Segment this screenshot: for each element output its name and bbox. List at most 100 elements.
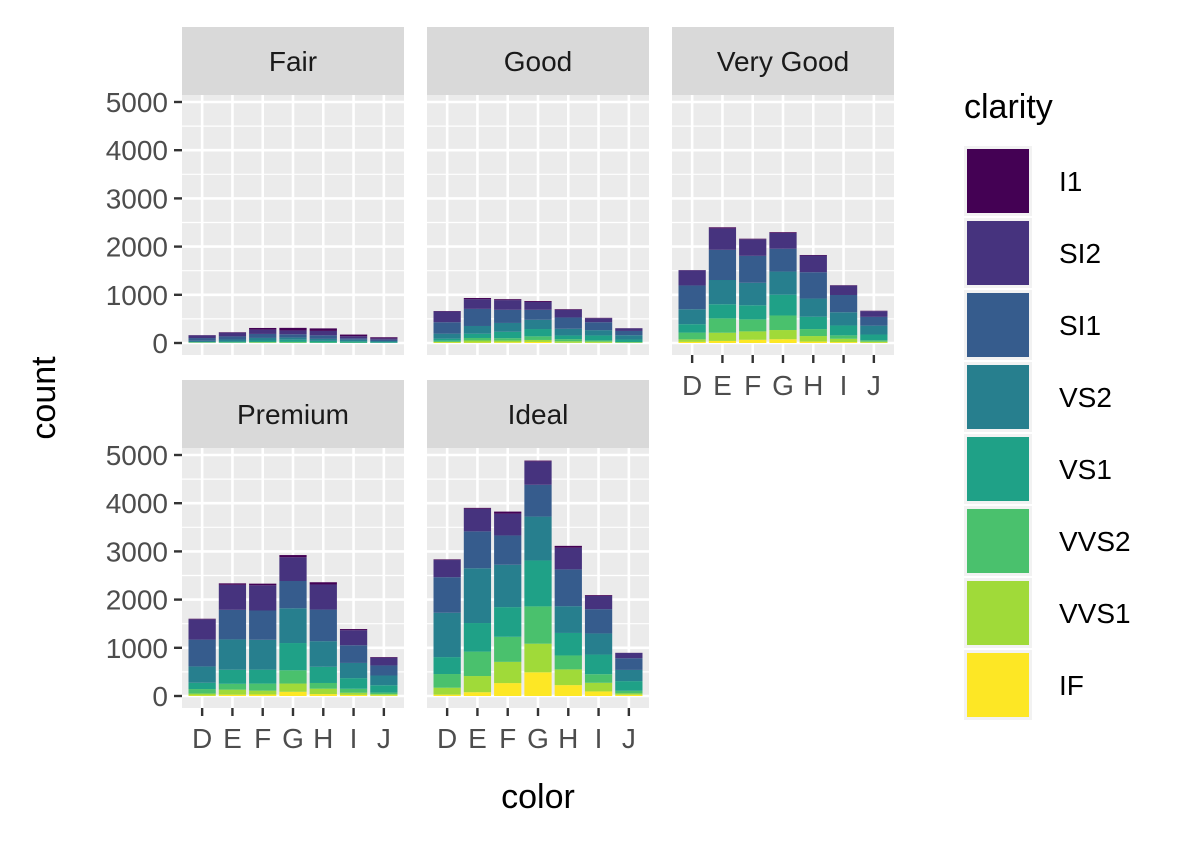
bar-ideal-j-vvs2 <box>615 691 642 694</box>
bar-fair-i-si2 <box>340 336 367 338</box>
x-tick-label: I <box>840 370 848 401</box>
bar-very-good-j-vs1 <box>860 335 887 341</box>
bar-fair-h-si1 <box>310 335 337 339</box>
y-tick-label: 0 <box>152 328 168 359</box>
bar-very-good-d-vvs2 <box>679 333 706 340</box>
bar-good-d-si2 <box>434 311 461 322</box>
bar-good-h-vs2 <box>555 329 582 336</box>
bar-fair-d-si1 <box>189 338 216 341</box>
bar-fair-f-si2 <box>249 330 276 334</box>
bar-premium-e-si2 <box>219 585 246 610</box>
bar-ideal-f-si1 <box>494 535 521 564</box>
bar-ideal-h-i1 <box>555 546 582 548</box>
bar-very-good-f-si1 <box>739 256 766 283</box>
bar-fair-h-si2 <box>310 331 337 335</box>
bar-very-good-f-vvs2 <box>739 319 766 331</box>
bar-good-j-vs1 <box>615 340 642 343</box>
x-tick-label: H <box>313 723 333 754</box>
bar-very-good-h-i1 <box>800 255 827 256</box>
bar-fair-g-vs2 <box>279 338 306 340</box>
bar-premium-j-si2 <box>370 658 397 666</box>
bar-premium-g-if <box>279 692 306 696</box>
bar-fair-i-vs1 <box>340 341 367 342</box>
bar-ideal-g-vvs2 <box>524 606 551 643</box>
bar-premium-d-vvs1 <box>189 694 216 696</box>
bar-premium-f-i1 <box>249 584 276 586</box>
x-tick-label: F <box>254 723 271 754</box>
bar-premium-i-i1 <box>340 629 367 630</box>
facet-label-good: Good <box>504 46 573 77</box>
legend-key-vs2 <box>967 365 1029 429</box>
y-tick-label: 1000 <box>106 280 168 311</box>
bar-premium-d-vs2 <box>189 666 216 682</box>
bar-good-g-si2 <box>524 302 551 310</box>
bar-very-good-d-si1 <box>679 285 706 309</box>
y-tick-label: 3000 <box>106 183 168 214</box>
bar-good-i-si2 <box>585 318 612 322</box>
facet-label-very-good: Very Good <box>717 46 849 77</box>
bar-ideal-h-vs2 <box>555 606 582 633</box>
legend-label-vs2: VS2 <box>1059 382 1112 413</box>
bar-fair-e-si2 <box>219 333 246 337</box>
bar-ideal-g-si1 <box>524 485 551 517</box>
bar-good-f-vs1 <box>494 332 521 338</box>
bar-ideal-g-vs2 <box>524 517 551 561</box>
bar-ideal-d-vs2 <box>434 613 461 657</box>
bar-fair-d-vs2 <box>189 341 216 342</box>
bar-ideal-h-si1 <box>555 569 582 606</box>
x-tick-label: F <box>499 723 516 754</box>
bar-good-h-vs1 <box>555 335 582 339</box>
bar-very-good-j-si1 <box>860 317 887 326</box>
y-tick-label: 2000 <box>106 585 168 616</box>
bar-premium-g-vs2 <box>279 608 306 643</box>
bar-fair-j-i1 <box>370 337 397 338</box>
bar-premium-f-si2 <box>249 585 276 610</box>
bar-premium-j-vs2 <box>370 676 397 686</box>
legend-label-si2: SI2 <box>1059 238 1101 269</box>
bar-very-good-f-i1 <box>739 239 766 240</box>
bar-ideal-e-i1 <box>464 508 491 509</box>
bar-premium-i-vvs1 <box>340 693 367 695</box>
bar-premium-i-si1 <box>340 645 367 663</box>
legend-item-i1: I1 <box>964 146 1082 216</box>
legend-item-if: IF <box>964 650 1084 720</box>
bar-very-good-i-vvs1 <box>830 339 857 342</box>
legend-item-si2: SI2 <box>964 218 1101 288</box>
bar-fair-d-si2 <box>189 335 216 338</box>
x-tick-label: E <box>713 370 732 401</box>
bar-premium-i-vvs2 <box>340 689 367 693</box>
bar-good-e-vs2 <box>464 326 491 334</box>
bar-good-e-i1 <box>464 298 491 299</box>
bar-premium-i-vs2 <box>340 663 367 678</box>
bar-premium-f-vs2 <box>249 640 276 670</box>
bar-good-i-si1 <box>585 322 612 330</box>
legend-key-si2 <box>967 221 1029 285</box>
bar-premium-d-i1 <box>189 619 216 620</box>
x-tick-label: E <box>223 723 242 754</box>
bar-good-f-vvs2 <box>494 338 521 340</box>
legend-key-vvs2 <box>967 509 1029 573</box>
bar-very-good-f-if <box>739 340 766 343</box>
bar-very-good-i-vs1 <box>830 325 857 335</box>
bar-fair-i-i1 <box>340 335 367 337</box>
bar-premium-e-vs1 <box>219 670 246 684</box>
y-tick-label: 2000 <box>106 232 168 263</box>
bar-very-good-j-vvs2 <box>860 340 887 341</box>
bar-fair-h-vs2 <box>310 339 337 341</box>
bar-fair-i-si1 <box>340 338 367 339</box>
bar-ideal-j-if <box>615 695 642 696</box>
x-tick-label: G <box>772 370 794 401</box>
bar-fair-f-vs2 <box>249 338 276 341</box>
bar-ideal-h-vs1 <box>555 633 582 656</box>
x-tick-label: E <box>468 723 487 754</box>
bar-ideal-h-si2 <box>555 548 582 570</box>
bar-premium-j-vs1 <box>370 685 397 692</box>
x-tick-label: D <box>192 723 212 754</box>
legend-key-vs1 <box>967 437 1029 501</box>
bar-fair-j-si2 <box>370 338 397 339</box>
bar-premium-i-vs1 <box>340 678 367 689</box>
bar-good-e-vs1 <box>464 334 491 338</box>
